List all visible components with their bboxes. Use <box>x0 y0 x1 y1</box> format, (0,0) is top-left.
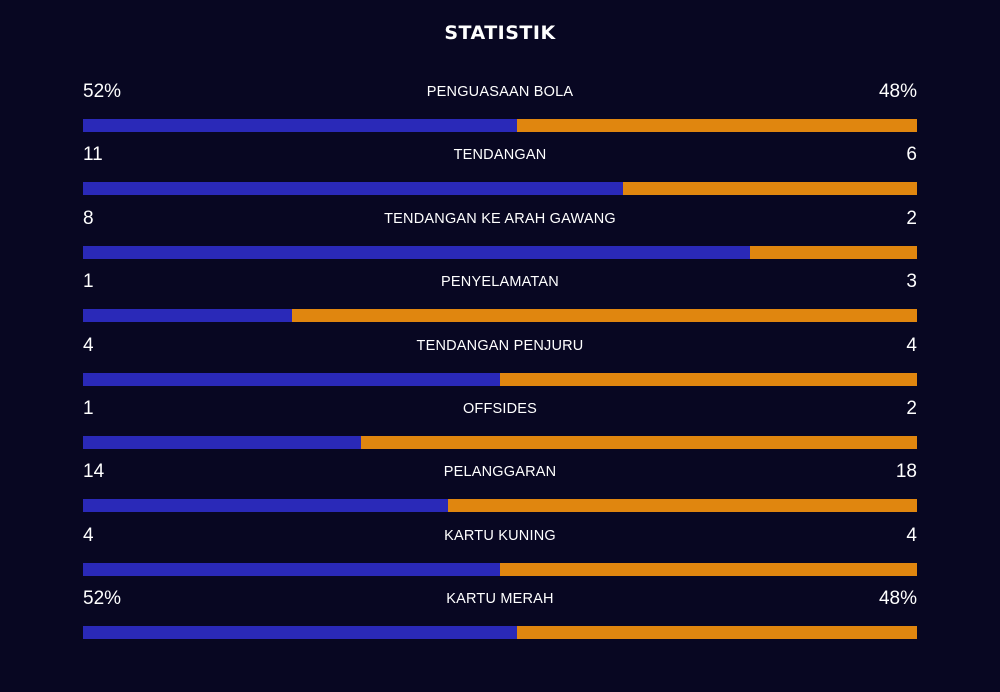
home-bar-fill <box>83 626 517 640</box>
home-bar-fill <box>83 435 361 449</box>
stat-row-corners: 4 TENDANGAN PENJURU 4 <box>83 333 917 396</box>
away-bar-fill <box>447 499 917 513</box>
home-value: 1 <box>83 397 94 419</box>
stat-row-red-cards: 52% KARTU MERAH 48% <box>83 586 917 649</box>
away-value: 4 <box>906 524 917 546</box>
stat-label: TENDANGAN PENJURU <box>416 337 584 354</box>
away-bar-fill <box>622 182 917 196</box>
home-bar-fill <box>83 182 623 196</box>
away-value: 6 <box>906 144 917 166</box>
stat-label: PENGUASAAN BOLA <box>426 84 574 100</box>
home-bar-fill <box>83 499 448 513</box>
stat-row-shots: 11 TENDANGAN 6 <box>83 142 917 205</box>
home-value: 52% <box>83 588 122 610</box>
home-bar-fill <box>83 245 751 259</box>
home-value: 11 <box>83 144 103 166</box>
stat-row-fouls: 14 PELANGGARAN 18 <box>83 459 917 522</box>
home-value: 52% <box>83 81 122 102</box>
away-value: 3 <box>906 271 917 293</box>
home-bar-fill <box>83 562 500 576</box>
home-bar-fill <box>83 372 500 386</box>
home-value: 1 <box>83 271 94 293</box>
stat-label: PENYELAMATAN <box>441 274 559 291</box>
stat-bar <box>83 309 917 323</box>
away-value: 48% <box>878 81 917 102</box>
stat-label: KARTU MERAH <box>446 591 554 608</box>
stats-title: STATISTIK <box>444 22 556 44</box>
stat-label: PELANGGARAN <box>443 464 557 481</box>
away-value: 2 <box>906 207 917 229</box>
stat-bar <box>83 626 917 640</box>
home-value: 4 <box>83 334 94 356</box>
away-bar-fill <box>500 372 917 386</box>
away-bar-fill <box>360 435 917 449</box>
stat-bar <box>83 499 917 513</box>
stat-label: OFFSIDES <box>462 400 538 417</box>
home-bar-fill <box>83 309 292 323</box>
stat-row-offsides: 1 OFFSIDES 2 <box>83 396 917 459</box>
stat-row-possession: 52% PENGUASAAN BOLA 48% <box>83 79 917 142</box>
stats-list: 52% PENGUASAAN BOLA 48% 11 TENDANGAN 6 8… <box>83 79 917 650</box>
stat-label: TENDANGAN KE ARAH GAWANG <box>384 210 616 227</box>
away-value: 4 <box>906 334 917 356</box>
away-bar-fill <box>500 562 917 576</box>
home-value: 14 <box>83 461 105 483</box>
away-bar-fill <box>750 245 917 259</box>
stat-row-yellow-cards: 4 KARTU KUNING 4 <box>83 523 917 586</box>
away-value: 18 <box>895 461 917 483</box>
home-value: 4 <box>83 524 94 546</box>
stat-row-shots-on-target: 8 TENDANGAN KE ARAH GAWANG 2 <box>83 206 917 269</box>
away-value: 2 <box>906 397 917 419</box>
away-value: 48% <box>878 588 917 610</box>
stat-row-saves: 1 PENYELAMATAN 3 <box>83 269 917 332</box>
stat-label: KARTU KUNING <box>444 527 556 544</box>
away-bar-fill <box>516 626 917 640</box>
stat-bar <box>83 562 917 576</box>
away-bar-fill <box>516 119 917 132</box>
stat-bar <box>83 245 917 259</box>
stat-bar <box>83 435 917 449</box>
away-bar-fill <box>291 309 917 323</box>
home-bar-fill <box>83 119 517 132</box>
home-value: 8 <box>83 207 94 229</box>
stat-bar <box>83 372 917 386</box>
stat-bar <box>83 119 917 132</box>
stat-bar <box>83 182 917 196</box>
stat-label: TENDANGAN <box>453 147 547 164</box>
